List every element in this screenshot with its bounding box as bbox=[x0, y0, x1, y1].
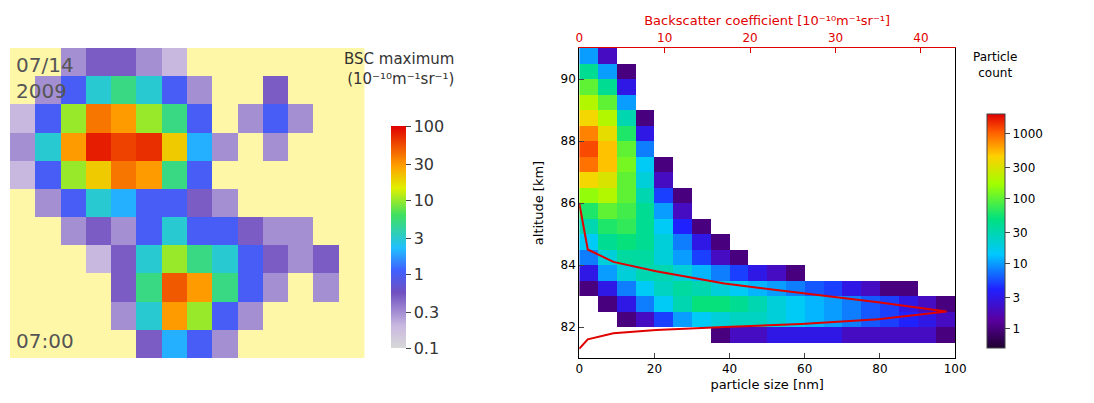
svg-text:0.1: 0.1 bbox=[414, 339, 439, 358]
svg-text:BSC maximum(10⁻¹⁰m⁻¹sr⁻¹): BSC maximum(10⁻¹⁰m⁻¹sr⁻¹) bbox=[344, 50, 454, 88]
svg-text:30: 30 bbox=[414, 155, 434, 174]
svg-text:40: 40 bbox=[722, 362, 737, 376]
svg-text:altitude [km]: altitude [km] bbox=[531, 161, 546, 245]
svg-text:40: 40 bbox=[913, 31, 928, 45]
svg-text:90: 90 bbox=[561, 72, 576, 86]
svg-text:100: 100 bbox=[414, 117, 445, 136]
svg-text:07/142009: 07/142009 bbox=[16, 53, 74, 103]
svg-text:20: 20 bbox=[647, 362, 662, 376]
svg-text:100: 100 bbox=[944, 362, 967, 376]
svg-text:60: 60 bbox=[797, 362, 812, 376]
svg-text:0.3: 0.3 bbox=[414, 303, 439, 322]
svg-text:30: 30 bbox=[828, 31, 843, 45]
svg-text:30: 30 bbox=[1012, 226, 1027, 240]
svg-text:80: 80 bbox=[872, 362, 887, 376]
svg-text:300: 300 bbox=[1012, 161, 1035, 175]
svg-text:1: 1 bbox=[1012, 322, 1020, 336]
svg-text:3: 3 bbox=[1012, 291, 1020, 305]
svg-text:Backscatter coefficient [10⁻¹⁰: Backscatter coefficient [10⁻¹⁰m⁻¹sr⁻¹] bbox=[644, 13, 890, 28]
svg-text:10: 10 bbox=[657, 31, 672, 45]
svg-text:10: 10 bbox=[414, 191, 434, 210]
svg-text:10: 10 bbox=[1012, 257, 1027, 271]
svg-text:1000: 1000 bbox=[1012, 127, 1043, 141]
svg-text:100: 100 bbox=[1012, 192, 1035, 206]
svg-text:82: 82 bbox=[561, 320, 576, 334]
svg-text:20: 20 bbox=[742, 31, 757, 45]
svg-text:88: 88 bbox=[561, 134, 576, 148]
svg-text:3: 3 bbox=[414, 229, 424, 248]
svg-text:1: 1 bbox=[414, 265, 424, 284]
svg-text:0: 0 bbox=[575, 31, 583, 45]
svg-text:Particlecount: Particlecount bbox=[973, 50, 1017, 80]
svg-text:07:00: 07:00 bbox=[16, 329, 74, 353]
svg-text:84: 84 bbox=[561, 258, 576, 272]
svg-text:86: 86 bbox=[561, 196, 576, 210]
svg-text:particle size [nm]: particle size [nm] bbox=[710, 377, 824, 392]
svg-text:0: 0 bbox=[575, 362, 583, 376]
